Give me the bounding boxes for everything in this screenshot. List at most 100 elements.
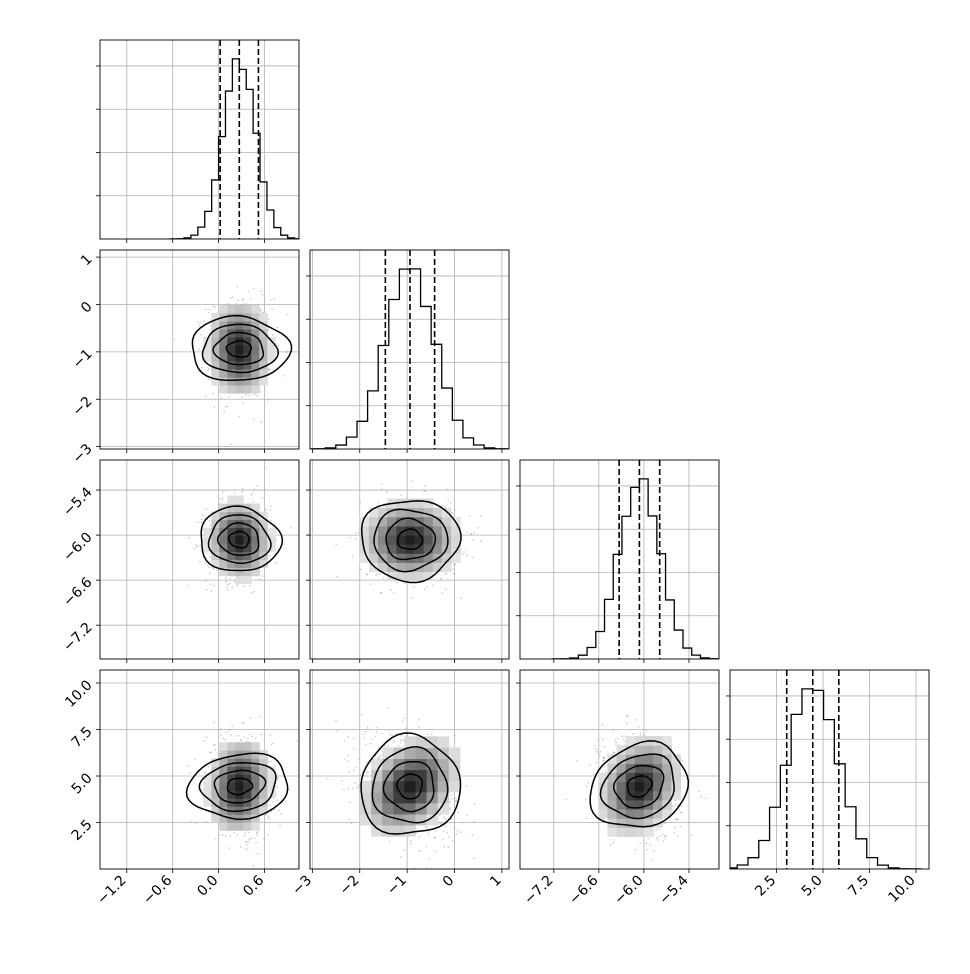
scatter-point xyxy=(457,811,460,814)
density-cell xyxy=(404,780,417,793)
density-cell xyxy=(662,736,672,746)
density-cell xyxy=(426,747,439,760)
scatter-point xyxy=(225,730,228,733)
density-cell xyxy=(219,774,228,783)
scatter-point xyxy=(188,772,191,775)
density-cell xyxy=(634,763,645,774)
scatter-point xyxy=(256,853,259,855)
scatter-point xyxy=(203,771,206,773)
density-cell xyxy=(616,763,627,774)
x-tick-label: 10.0 xyxy=(885,873,918,906)
scatter-point xyxy=(261,293,264,296)
scatter-point xyxy=(253,837,256,840)
density-cell xyxy=(211,377,220,386)
density-cell xyxy=(448,780,461,793)
scatter-point xyxy=(645,842,648,845)
scatter-point xyxy=(275,539,278,542)
scatter-point xyxy=(445,572,448,575)
panel-0-0 xyxy=(96,39,300,243)
scatter-point xyxy=(272,334,274,336)
scatter-point xyxy=(359,501,362,503)
density-cell xyxy=(451,525,461,536)
density-cell xyxy=(227,313,236,322)
scatter-point xyxy=(614,739,616,742)
density-cell xyxy=(243,353,252,362)
scatter-point xyxy=(197,521,200,524)
density-cell xyxy=(426,736,439,748)
scatter-point xyxy=(271,308,274,310)
scatter-point xyxy=(592,773,595,775)
scatter-point xyxy=(626,715,629,718)
density-cell xyxy=(211,313,220,322)
scatter-point xyxy=(470,533,473,536)
density-cell xyxy=(378,516,388,527)
density-cell xyxy=(404,791,417,804)
scatter-point xyxy=(443,816,446,819)
scatter-point xyxy=(346,754,349,757)
scatter-point xyxy=(211,305,214,308)
scatter-point xyxy=(354,782,357,784)
x-tick-label: 7.5 xyxy=(845,873,872,900)
scatter-point xyxy=(366,771,368,774)
density-cell xyxy=(251,329,260,338)
scatter-point xyxy=(616,738,619,740)
scatter-point xyxy=(195,821,198,824)
density-cell xyxy=(448,747,461,760)
density-cell xyxy=(259,369,268,378)
density-cell xyxy=(432,516,443,527)
scatter-point xyxy=(425,826,427,829)
density-cell xyxy=(616,745,627,755)
scatter-point xyxy=(363,736,365,739)
density-cell xyxy=(251,305,260,314)
panel-3-3: 2.5 5.0 7.5 10.0 xyxy=(726,669,930,906)
density-cell xyxy=(625,818,636,828)
scatter-point xyxy=(401,720,404,722)
density-cell xyxy=(235,321,244,330)
density-cell xyxy=(211,511,220,521)
density-cell xyxy=(219,377,228,386)
scatter-point xyxy=(221,496,224,499)
scatter-point xyxy=(384,505,387,508)
scatter-point xyxy=(245,841,248,843)
density-cell xyxy=(368,562,379,573)
density-cell xyxy=(643,763,654,774)
density-cell xyxy=(243,774,252,783)
scatter-point xyxy=(335,543,338,546)
density-cell xyxy=(404,802,417,815)
panel-content xyxy=(310,460,509,659)
density-cell xyxy=(368,507,379,518)
density-cell xyxy=(405,562,416,573)
scatter-point xyxy=(445,825,447,828)
scatter-point xyxy=(227,589,230,592)
scatter-point xyxy=(326,778,329,780)
density-cell xyxy=(671,772,681,783)
density-cell xyxy=(653,745,663,755)
contour-level-2 xyxy=(198,761,277,813)
scatter-point xyxy=(233,492,236,495)
density-cell xyxy=(643,745,654,755)
density-cell xyxy=(251,766,260,775)
density-cell xyxy=(437,736,450,748)
panel-content xyxy=(520,670,719,869)
density-cell xyxy=(251,806,260,815)
density-cell xyxy=(441,535,452,545)
scatter-point xyxy=(360,713,363,716)
scatter-point xyxy=(260,290,263,292)
density-cell xyxy=(235,567,244,577)
scatter-point xyxy=(205,508,208,510)
density-cell xyxy=(448,769,461,782)
scatter-point xyxy=(275,562,277,564)
scatter-point xyxy=(453,827,455,829)
scatter-point xyxy=(210,583,212,586)
scatter-point xyxy=(698,790,701,793)
scatter-point xyxy=(392,592,395,595)
density-cell xyxy=(643,818,654,828)
y-tick-label: 7.5 xyxy=(69,724,96,751)
scatter-point xyxy=(393,739,395,742)
scatter-point xyxy=(353,747,356,750)
scatter-point xyxy=(349,801,351,804)
scatter-point xyxy=(473,857,476,860)
scatter-point xyxy=(704,797,707,800)
scatter-point xyxy=(342,788,345,791)
density-cell xyxy=(404,736,417,748)
